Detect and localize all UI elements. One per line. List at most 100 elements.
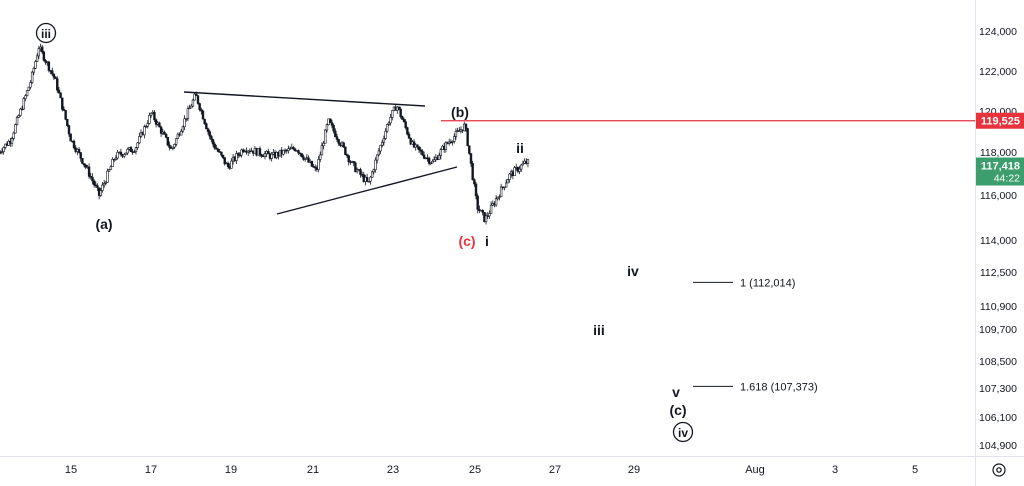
price-marker-red-label: 119,525 <box>981 116 1020 128</box>
candle-body <box>87 166 91 177</box>
candle-body <box>432 159 436 162</box>
candle-body <box>193 93 196 101</box>
candle-body <box>4 143 7 148</box>
candle-body <box>223 157 226 165</box>
gear-icon[interactable] <box>992 463 1006 477</box>
candle-body <box>453 136 456 142</box>
y-tick-label: 122,000 <box>979 66 1017 78</box>
y-tick-label: 124,000 <box>979 26 1017 38</box>
candle-body <box>106 170 109 183</box>
candle-body <box>89 176 92 178</box>
candle-body <box>210 135 213 140</box>
candle-body <box>181 126 185 132</box>
candle-body <box>188 107 191 110</box>
candle-body <box>99 190 103 196</box>
candle-body <box>216 148 220 152</box>
candle-body <box>412 141 416 148</box>
candle-body <box>489 204 493 214</box>
candle-body <box>466 128 469 147</box>
candle-body <box>293 148 297 152</box>
candle-body <box>144 125 148 128</box>
candle-body <box>134 147 138 152</box>
x-tick-label: 25 <box>469 464 481 476</box>
wave-label-circle <box>35 22 57 44</box>
candle-body <box>82 163 86 166</box>
candle-body <box>267 151 270 155</box>
candle-body <box>195 93 198 96</box>
candle-body <box>526 159 530 164</box>
candle-body <box>119 151 123 155</box>
candle-body <box>407 133 411 139</box>
price-marker-current <box>976 157 1024 186</box>
candle-body <box>180 130 183 136</box>
candle-body <box>10 138 14 144</box>
candle-body <box>123 154 126 157</box>
candle-body <box>91 176 94 182</box>
candle-body <box>471 163 474 180</box>
candle-body <box>397 106 401 110</box>
triangle-lower-line <box>276 166 458 215</box>
candle-body <box>384 130 387 139</box>
candle-body <box>260 154 263 157</box>
candle-body <box>51 70 54 75</box>
candle-body <box>196 95 200 104</box>
candle-body <box>35 55 39 62</box>
candle-body <box>292 147 295 150</box>
x-tick-label: 15 <box>65 464 77 476</box>
candle-body <box>57 89 61 94</box>
candle-body <box>64 110 67 120</box>
candle-body <box>92 180 96 186</box>
wave-label: iv <box>678 426 688 440</box>
candle-body <box>419 149 422 152</box>
candle-body <box>12 132 15 139</box>
candle-body <box>402 119 406 123</box>
candle-body <box>391 110 394 118</box>
candle-body <box>508 173 511 180</box>
time-axis[interactable]: 15 17 19 21 23 25 27 29 Aug 3 5 <box>65 464 918 476</box>
wave-label-circle <box>672 421 694 443</box>
candle-body <box>345 154 349 156</box>
candle-body <box>431 160 434 164</box>
wave-label: i <box>485 233 489 249</box>
candle-body <box>263 153 267 158</box>
y-tick-label: 116,000 <box>980 190 1017 202</box>
candle-body <box>15 117 19 125</box>
candle-body <box>488 213 491 217</box>
x-tick-label: 19 <box>225 464 237 476</box>
y-tick-label: 110,900 <box>980 301 1017 313</box>
candle-body <box>62 109 66 111</box>
candle-body <box>307 157 310 163</box>
candle-body <box>211 139 215 145</box>
candle-body <box>240 149 243 156</box>
candle-body <box>153 111 156 121</box>
candle-body <box>494 198 498 206</box>
price-marker-countdown: 44:22 <box>994 173 1020 185</box>
candle-body <box>387 122 391 125</box>
candle-body <box>359 169 362 175</box>
candle-body <box>173 144 176 148</box>
candle-body <box>32 67 36 73</box>
candle-body <box>355 169 359 173</box>
candle-body <box>104 181 108 184</box>
candle-body <box>372 169 376 173</box>
candle-body <box>200 109 203 112</box>
candle-body <box>198 103 201 110</box>
candle-body <box>129 147 133 152</box>
y-tick-label: 118,000 <box>980 147 1017 159</box>
price-axis[interactable]: 124,000122,000120,000118,000116,000114,0… <box>979 26 1017 452</box>
candle-body <box>320 145 324 156</box>
candle-body <box>454 131 458 137</box>
wave-label: v <box>672 384 680 400</box>
candle-body <box>220 151 223 156</box>
candle-body <box>429 162 432 165</box>
candle-body <box>282 150 285 155</box>
candle-body <box>312 166 315 168</box>
candle-body <box>236 153 240 156</box>
candle-body <box>14 124 17 134</box>
candle-body <box>205 123 208 130</box>
candle-body <box>166 137 170 146</box>
candle-body <box>61 97 64 110</box>
candle-body <box>191 99 195 107</box>
projection-label: 1 (112,014) <box>740 277 795 289</box>
